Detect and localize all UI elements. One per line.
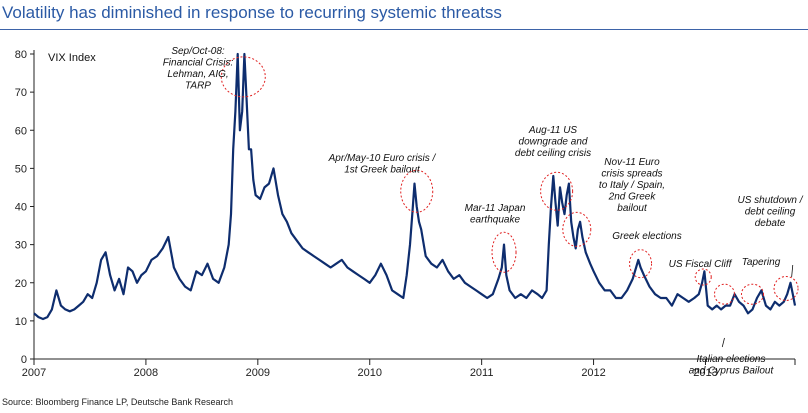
y-tick-label: 20 bbox=[15, 278, 27, 290]
highlight-circle bbox=[740, 283, 764, 305]
annotation-line: to Italy / Spain, bbox=[599, 180, 665, 191]
axes: 0 10 20 30 40 50 60 70 80 2007 2008 2009 2010 2011 201… bbox=[15, 49, 796, 379]
highlight-circle bbox=[540, 171, 574, 211]
annotation-line: Sep/Oct-08: bbox=[171, 46, 225, 57]
y-tick-label: 40 bbox=[15, 202, 27, 214]
highlight-circle bbox=[713, 283, 735, 305]
annotation-label: Tapering bbox=[742, 257, 781, 268]
x-tick-label: 2007 bbox=[22, 367, 46, 379]
y-tick-label: 10 bbox=[15, 316, 27, 328]
y-tick-label: 70 bbox=[15, 87, 27, 99]
x-tick-label: 2011 bbox=[470, 367, 494, 379]
y-tick-label: 60 bbox=[15, 125, 27, 137]
x-tick-label: 2008 bbox=[134, 367, 158, 379]
highlight-circle bbox=[629, 249, 653, 279]
title-rule bbox=[0, 29, 808, 30]
annotation-label: Nov-11 Euro crisis spreads to Italy / Spai… bbox=[599, 157, 665, 214]
annotation-line: TARP bbox=[185, 81, 211, 92]
x-tick-label: 2010 bbox=[357, 367, 381, 379]
x-tick-label: 2012 bbox=[581, 367, 605, 379]
annotation-label: US shutdown / debt ceiling debate bbox=[737, 195, 803, 229]
annotation-line: Apr/May-10 Euro crisis / bbox=[328, 153, 437, 164]
series-line-vix bbox=[33, 52, 797, 321]
x-tick-label: 2013 bbox=[693, 367, 717, 379]
annotation-label: Apr/May-10 Euro crisis /1st Greek bailou… bbox=[328, 153, 437, 176]
annotation-line: Mar-11 Japan bbox=[465, 203, 526, 214]
annotation-line: debt ceiling crisis bbox=[515, 148, 591, 159]
y-tick-label: 50 bbox=[15, 163, 27, 175]
highlight-circle bbox=[562, 211, 592, 247]
highlight-circle bbox=[694, 268, 712, 286]
annotation-line: 2nd Greek bbox=[608, 192, 657, 203]
series-group bbox=[33, 52, 797, 321]
highlight-circle bbox=[491, 231, 517, 273]
annotations-group: Sep/Oct-08: Financial Crisis: Lehman, AIG,… bbox=[163, 46, 804, 377]
annotation-line: downgrade and bbox=[519, 137, 588, 148]
annotation-label: US Fiscal Cliff bbox=[669, 259, 733, 270]
annotation-line: bailout bbox=[617, 203, 648, 214]
y-tick-label: 30 bbox=[15, 240, 27, 252]
annotation-line: Financial Crisis: bbox=[163, 58, 234, 69]
highlight-circle bbox=[220, 56, 266, 98]
annotation-label: Aug-11 US downgrade and debt ceiling crisi… bbox=[515, 125, 591, 159]
annotation-line: Lehman, AIG, bbox=[167, 69, 228, 80]
annotation-line: Italian elections bbox=[697, 354, 766, 365]
annotation-line: US shutdown / bbox=[737, 195, 803, 206]
x-tick-label: 2009 bbox=[246, 367, 270, 379]
annotation-line: 1st Greek bailout bbox=[344, 165, 421, 176]
annotation-line: and Cyprus Bailout bbox=[689, 366, 775, 377]
annotation-line: Nov-11 Euro bbox=[604, 157, 660, 168]
y-tick-label: 0 bbox=[21, 354, 27, 366]
annotation-label: Italian elections and Cyprus Bailout bbox=[689, 354, 775, 377]
y-tick-label: 80 bbox=[15, 49, 27, 61]
highlight-circles bbox=[220, 56, 799, 305]
vix-line-chart: 0 10 20 30 40 50 60 70 80 2007 2008 2009 2010 2011 201… bbox=[15, 46, 804, 379]
annotation-leader bbox=[721, 337, 725, 348]
source-note: Source: Bloomberg Finance LP, Deutsche B… bbox=[2, 397, 233, 407]
annotation-label: Sep/Oct-08: Financial Crisis: Lehman, AIG,… bbox=[163, 46, 234, 92]
annotation-line: US Fiscal Cliff bbox=[669, 259, 733, 270]
annotation-line: earthquake bbox=[470, 215, 520, 226]
annotation-label: Greek elections bbox=[612, 231, 681, 242]
chart-title: Volatility has diminished in response to… bbox=[2, 3, 502, 22]
annotation-line: debate bbox=[755, 218, 786, 229]
annotation-line: Greek elections bbox=[612, 231, 681, 242]
annotation-label: Mar-11 Japan earthquake bbox=[465, 203, 526, 226]
annotation-leader bbox=[791, 264, 794, 278]
annotation-line: crisis spreads bbox=[601, 169, 662, 180]
annotation-line: Tapering bbox=[742, 257, 781, 268]
annotation-line: debt ceiling bbox=[745, 207, 796, 218]
highlight-circle bbox=[773, 275, 799, 301]
highlight-circle bbox=[400, 169, 434, 213]
annotation-line: Aug-11 US bbox=[528, 125, 578, 136]
series-label: VIX Index bbox=[48, 52, 96, 64]
